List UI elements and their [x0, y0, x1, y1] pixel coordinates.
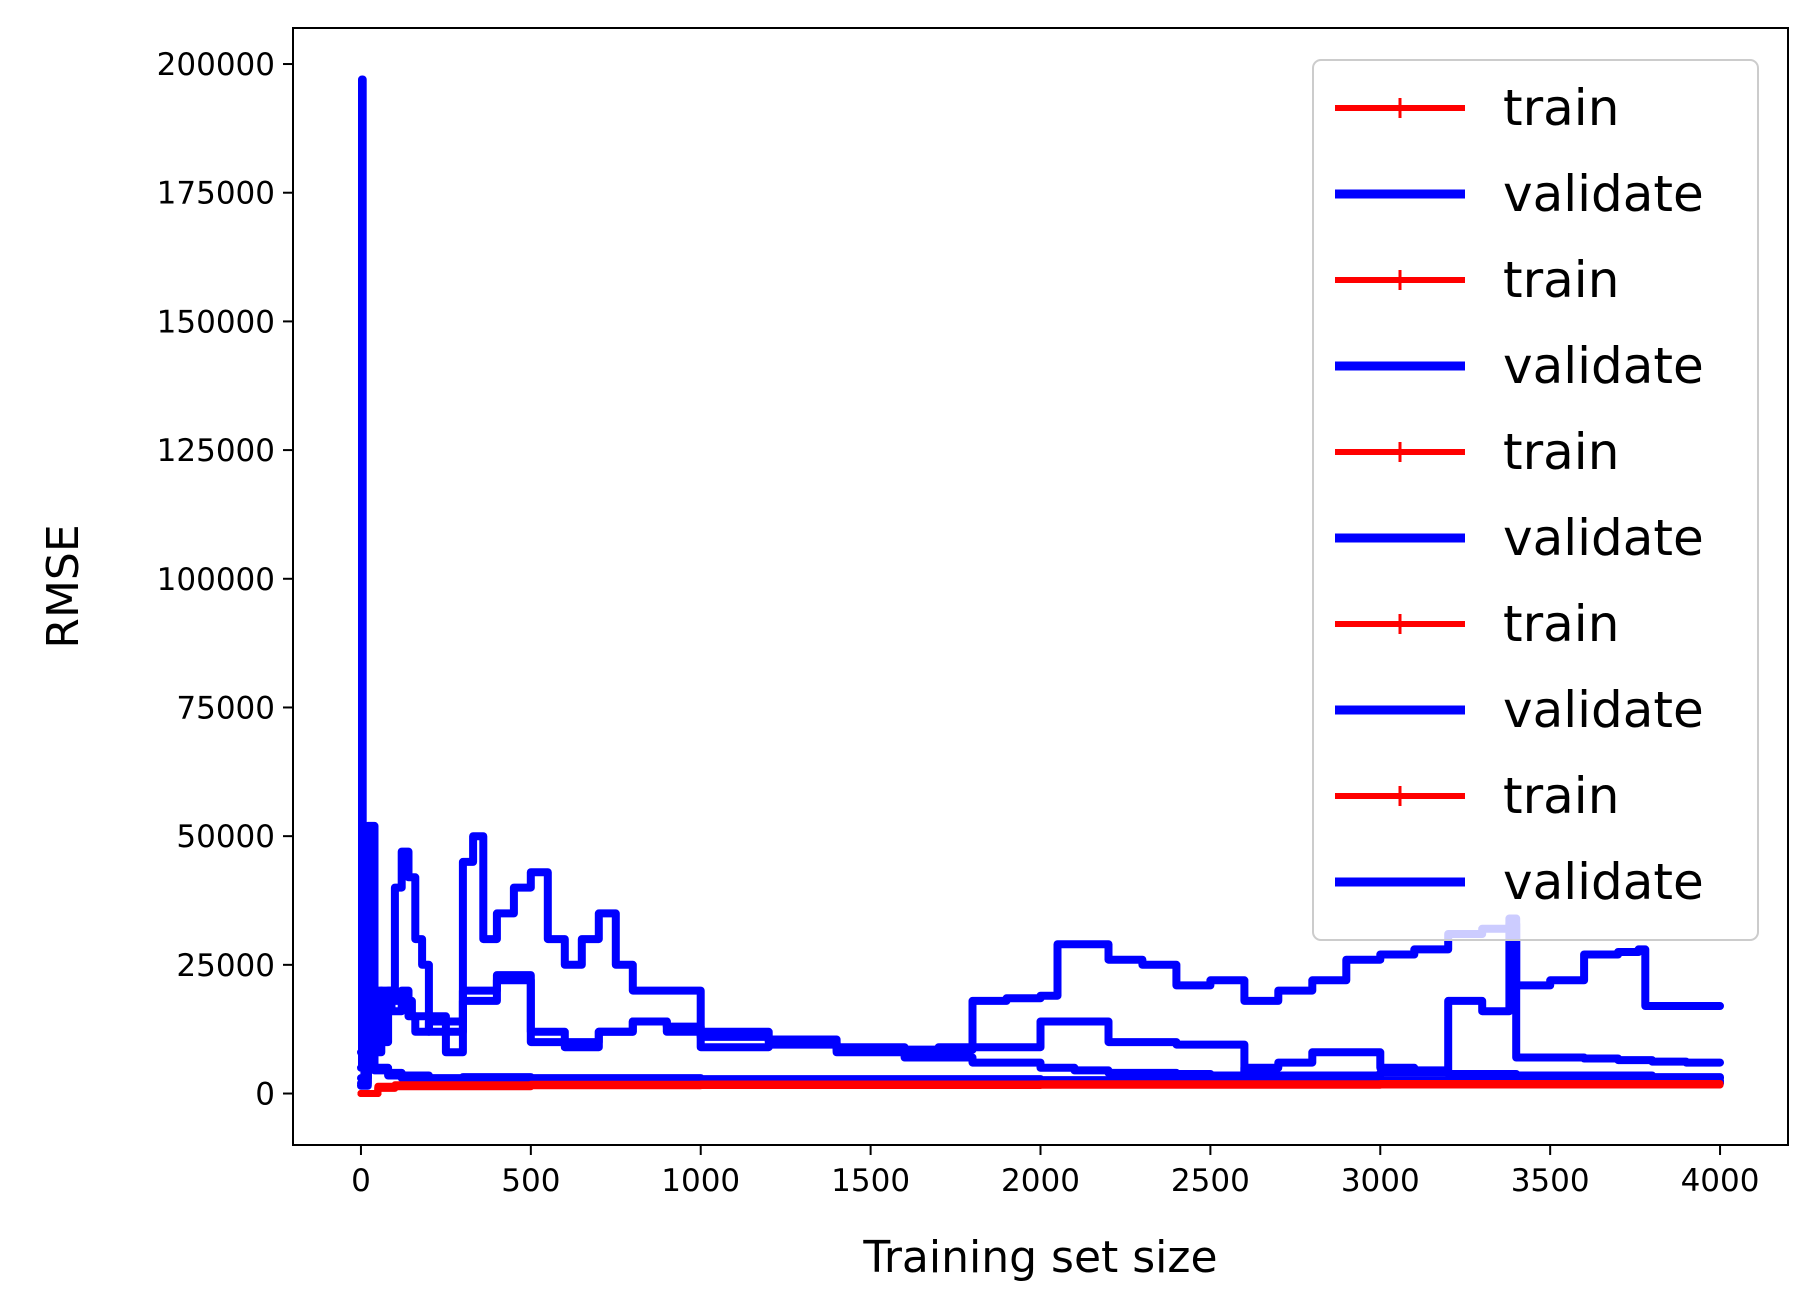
y-tick-label: 125000: [157, 433, 275, 469]
series-group: [357, 75, 1724, 1097]
legend-validate-label: validate: [1503, 509, 1704, 567]
legend-validate-label: validate: [1503, 853, 1704, 911]
x-axis: 0 500 1000 1500 2000 2500 3000 3500 4000: [351, 1145, 1759, 1199]
y-tick-label: 75000: [176, 690, 275, 726]
y-axis: 0 25000 50000 75000 100000 125000 150000 175000…: [157, 47, 293, 1113]
train-series-line: [357, 1080, 1724, 1097]
x-tick-label: 2500: [1171, 1163, 1250, 1199]
y-tick-label: 50000: [176, 819, 275, 855]
x-tick-label: 2000: [1001, 1163, 1080, 1199]
validate-series-line: [357, 832, 1724, 1080]
legend: train validate train validate train validate t…: [1312, 59, 1759, 941]
x-tick-label: 1000: [661, 1163, 740, 1199]
x-tick-label: 3500: [1511, 1163, 1590, 1199]
x-axis-label: Training set size: [862, 1232, 1217, 1283]
legend-train-label: train: [1503, 595, 1619, 653]
y-tick-label: 150000: [157, 304, 275, 340]
legend-train-label: train: [1503, 79, 1619, 137]
y-axis-label: RMSE: [38, 524, 89, 648]
y-tick-label: 25000: [176, 948, 275, 984]
x-tick-label: 500: [501, 1163, 560, 1199]
legend-validate-label: validate: [1503, 337, 1704, 395]
x-tick-label: 1500: [831, 1163, 910, 1199]
x-tick-label: 4000: [1681, 1163, 1760, 1199]
x-tick-label: 3000: [1341, 1163, 1420, 1199]
legend-validate-label: validate: [1503, 165, 1704, 223]
y-tick-label: 200000: [157, 47, 275, 83]
legend-train-label: train: [1503, 423, 1619, 481]
y-tick-label: 175000: [157, 176, 275, 212]
legend-validate-label: validate: [1503, 681, 1704, 739]
legend-train-label: train: [1503, 251, 1619, 309]
y-tick-label: 0: [255, 1077, 275, 1113]
x-tick-label: 0: [351, 1163, 371, 1199]
y-tick-label: 100000: [157, 562, 275, 598]
legend-train-label: train: [1503, 767, 1619, 825]
